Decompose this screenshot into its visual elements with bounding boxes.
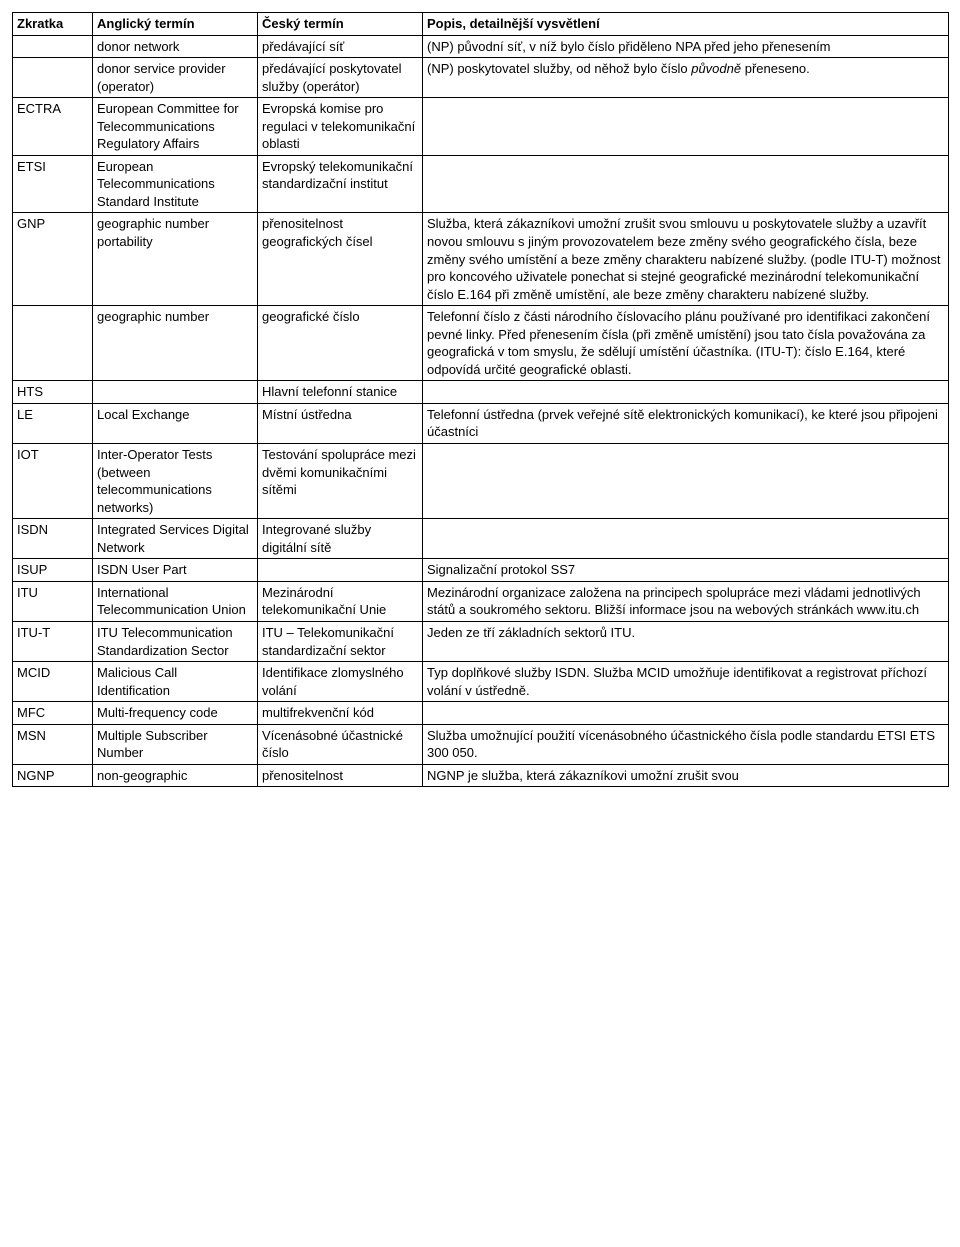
cell-zkratka: NGNP bbox=[13, 764, 93, 787]
document-page: Zkratka Anglický termín Český termín Pop… bbox=[12, 12, 948, 787]
cell-popis: Služba umožnující použití vícenásobného … bbox=[423, 724, 949, 764]
cell-popis: NGNP je služba, která zákazníkovi umožní… bbox=[423, 764, 949, 787]
cell-zkratka: MFC bbox=[13, 702, 93, 725]
cell-popis bbox=[423, 519, 949, 559]
cell-anglicky-termin: Local Exchange bbox=[93, 403, 258, 443]
table-row: MSNMultiple Subscriber NumberVícenásobné… bbox=[13, 724, 949, 764]
cell-cesky-termin: Integrované služby digitální sítě bbox=[258, 519, 423, 559]
cell-popis: Mezinárodní organizace založena na princ… bbox=[423, 581, 949, 621]
table-row: NGNPnon-geographicpřenositelnostNGNP je … bbox=[13, 764, 949, 787]
cell-zkratka: ECTRA bbox=[13, 98, 93, 156]
cell-zkratka bbox=[13, 35, 93, 58]
cell-zkratka bbox=[13, 306, 93, 381]
table-row: MFCMulti-frequency codemultifrekvenční k… bbox=[13, 702, 949, 725]
cell-popis bbox=[423, 155, 949, 213]
cell-cesky-termin: Evropská komise pro regulaci v telekomun… bbox=[258, 98, 423, 156]
cell-anglicky-termin: geographic number bbox=[93, 306, 258, 381]
cell-zkratka: ISDN bbox=[13, 519, 93, 559]
cell-anglicky-termin: donor service provider (operator) bbox=[93, 58, 258, 98]
cell-anglicky-termin: donor network bbox=[93, 35, 258, 58]
cell-cesky-termin: Identifikace zlomyslného volání bbox=[258, 662, 423, 702]
cell-popis bbox=[423, 381, 949, 404]
cell-zkratka: HTS bbox=[13, 381, 93, 404]
cell-cesky-termin: Hlavní telefonní stanice bbox=[258, 381, 423, 404]
cell-cesky-termin: přenositelnost geografických čísel bbox=[258, 213, 423, 306]
cell-zkratka: LE bbox=[13, 403, 93, 443]
cell-zkratka: MSN bbox=[13, 724, 93, 764]
cell-anglicky-termin bbox=[93, 381, 258, 404]
cell-anglicky-termin: Inter-Operator Tests (between telecommun… bbox=[93, 444, 258, 519]
cell-cesky-termin: Vícenásobné účastnické číslo bbox=[258, 724, 423, 764]
cell-popis: Typ doplňkové služby ISDN. Služba MCID u… bbox=[423, 662, 949, 702]
table-header-row: Zkratka Anglický termín Český termín Pop… bbox=[13, 13, 949, 36]
header-cesky-termin: Český termín bbox=[258, 13, 423, 36]
table-row: LELocal ExchangeMístní ústřednaTelefonní… bbox=[13, 403, 949, 443]
table-row: MCIDMalicious Call IdentificationIdentif… bbox=[13, 662, 949, 702]
glossary-table: Zkratka Anglický termín Český termín Pop… bbox=[12, 12, 949, 787]
cell-zkratka: IOT bbox=[13, 444, 93, 519]
table-row: IOTInter-Operator Tests (between telecom… bbox=[13, 444, 949, 519]
cell-zkratka: ITU bbox=[13, 581, 93, 621]
cell-popis bbox=[423, 98, 949, 156]
cell-zkratka bbox=[13, 58, 93, 98]
cell-cesky-termin: Testování spolupráce mezi dvěmi komunika… bbox=[258, 444, 423, 519]
cell-cesky-termin: Místní ústředna bbox=[258, 403, 423, 443]
cell-anglicky-termin: non-geographic bbox=[93, 764, 258, 787]
table-row: geographic numbergeografické čísloTelefo… bbox=[13, 306, 949, 381]
table-row: ETSIEuropean Telecommunications Standard… bbox=[13, 155, 949, 213]
cell-anglicky-termin: ISDN User Part bbox=[93, 559, 258, 582]
cell-anglicky-termin: geographic number portability bbox=[93, 213, 258, 306]
table-row: ITU-TITU Telecommunication Standardizati… bbox=[13, 621, 949, 661]
cell-anglicky-termin: Multiple Subscriber Number bbox=[93, 724, 258, 764]
cell-popis: Jeden ze tří základních sektorů ITU. bbox=[423, 621, 949, 661]
cell-cesky-termin: Mezinárodní telekomunikační Unie bbox=[258, 581, 423, 621]
table-row: GNPgeographic number portabilitypřenosit… bbox=[13, 213, 949, 306]
cell-anglicky-termin: Integrated Services Digital Network bbox=[93, 519, 258, 559]
cell-zkratka: ITU-T bbox=[13, 621, 93, 661]
cell-zkratka: ETSI bbox=[13, 155, 93, 213]
table-row: ISUPISDN User Part Signalizační protokol … bbox=[13, 559, 949, 582]
table-row: ITUInternational Telecommunication Union… bbox=[13, 581, 949, 621]
cell-popis: Služba, která zákazníkovi umožní zrušit … bbox=[423, 213, 949, 306]
cell-popis bbox=[423, 444, 949, 519]
cell-zkratka: GNP bbox=[13, 213, 93, 306]
cell-anglicky-termin: Malicious Call Identification bbox=[93, 662, 258, 702]
cell-cesky-termin: předávající síť bbox=[258, 35, 423, 58]
cell-popis bbox=[423, 702, 949, 725]
header-popis: Popis, detailnější vysvětlení bbox=[423, 13, 949, 36]
table-row: ECTRAEuropean Committee for Telecommunic… bbox=[13, 98, 949, 156]
table-row: donor service provider (operator)předáva… bbox=[13, 58, 949, 98]
cell-cesky-termin bbox=[258, 559, 423, 582]
cell-anglicky-termin: Multi-frequency code bbox=[93, 702, 258, 725]
cell-anglicky-termin: International Telecommunication Union bbox=[93, 581, 258, 621]
header-zkratka: Zkratka bbox=[13, 13, 93, 36]
cell-cesky-termin: ITU – Telekomunikační standardizační sek… bbox=[258, 621, 423, 661]
table-row: donor networkpředávající síť(NP) původní… bbox=[13, 35, 949, 58]
cell-zkratka: MCID bbox=[13, 662, 93, 702]
cell-popis: (NP) původní síť, v níž bylo číslo přidě… bbox=[423, 35, 949, 58]
cell-zkratka: ISUP bbox=[13, 559, 93, 582]
cell-anglicky-termin: European Committee for Telecommunication… bbox=[93, 98, 258, 156]
cell-cesky-termin: geografické číslo bbox=[258, 306, 423, 381]
header-anglicky-termin: Anglický termín bbox=[93, 13, 258, 36]
cell-popis: Telefonní číslo z části národního číslov… bbox=[423, 306, 949, 381]
cell-popis: Telefonní ústředna (prvek veřejné sítě e… bbox=[423, 403, 949, 443]
cell-cesky-termin: předávající poskytovatel služby (operáto… bbox=[258, 58, 423, 98]
cell-anglicky-termin: ITU Telecommunication Standardization Se… bbox=[93, 621, 258, 661]
cell-cesky-termin: Evropský telekomunikační standardizační … bbox=[258, 155, 423, 213]
table-row: ISDNIntegrated Services Digital NetworkI… bbox=[13, 519, 949, 559]
table-row: HTS Hlavní telefonní stanice bbox=[13, 381, 949, 404]
cell-anglicky-termin: European Telecommunications Standard Ins… bbox=[93, 155, 258, 213]
cell-popis: (NP) poskytovatel služby, od něhož bylo … bbox=[423, 58, 949, 98]
cell-cesky-termin: přenositelnost bbox=[258, 764, 423, 787]
cell-cesky-termin: multifrekvenční kód bbox=[258, 702, 423, 725]
cell-popis: Signalizační protokol SS7 bbox=[423, 559, 949, 582]
